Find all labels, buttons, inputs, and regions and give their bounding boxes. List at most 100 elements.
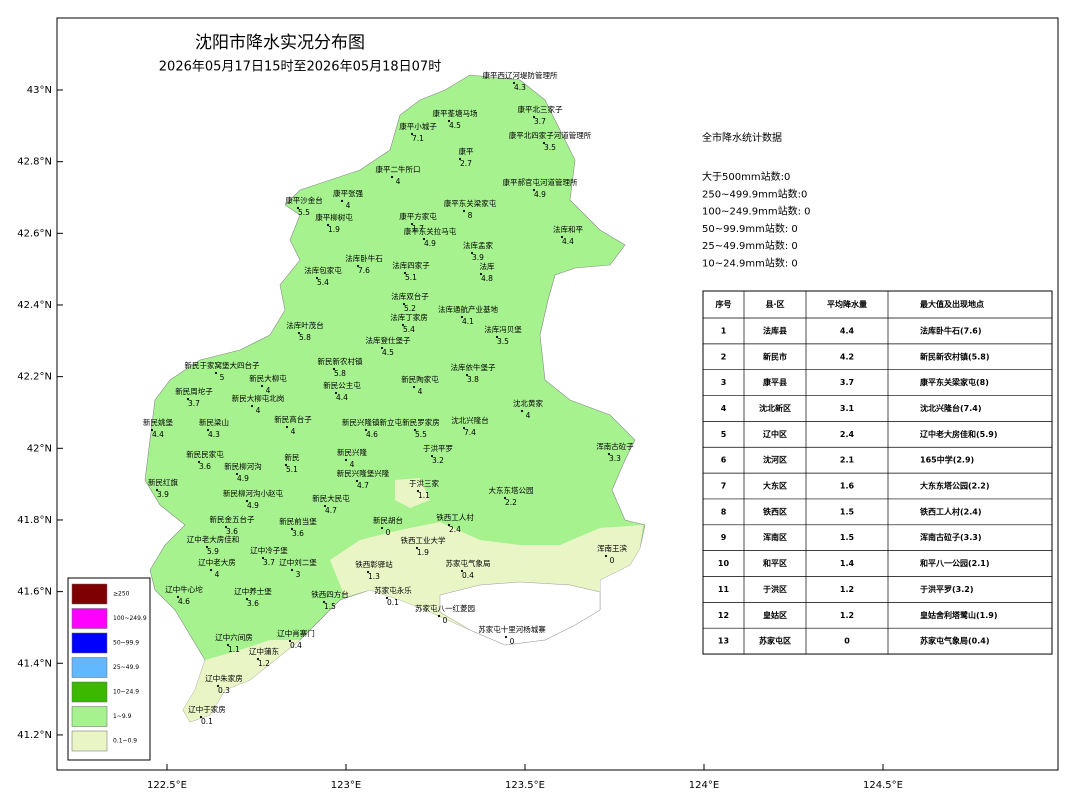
table-cell: 0 [844,637,850,646]
station-value: 4.1 [462,317,474,326]
y-tick-label: 41.6°N [17,587,52,598]
table-cell: 9 [721,533,727,542]
station-value: 4 [418,387,423,396]
station-dot [470,251,474,255]
table-cell: 和平八一公园(2.1) [920,558,989,568]
x-tick-label: 124°E [689,780,719,791]
station-value: 7.4 [464,428,476,437]
station-dot [380,346,384,350]
station-name: 铁西四方台 [311,589,349,599]
y-tick-label: 41.8°N [17,515,52,526]
station-name: 法库四家子 [392,260,430,270]
station-dot [290,527,294,531]
y-tick-label: 41.4°N [17,658,52,669]
station-value: 0 [386,528,391,537]
station-dot [344,458,348,462]
table-cell: 于洪区 [763,584,787,594]
station-name: 新民大柳屯北岗 [232,393,285,403]
station-dot [332,367,336,371]
stats-line: 25~49.9mm站数: 0 [702,239,798,252]
station-dot [356,264,360,268]
station-dot [447,119,451,123]
legend-label: 10~24.9 [113,689,139,696]
station-name: 康平沙金台 [285,195,323,205]
table-cell: 2.1 [840,456,855,465]
station-name: 法库通航产业基地 [438,304,498,314]
station-name: 辽中蒲东 [249,646,279,656]
station-value: 4.4 [336,393,348,402]
legend-label: 25~49.9 [113,664,139,671]
station-dot [422,237,426,241]
station-value: 3.6 [247,599,259,608]
table-cell: 165中学(2.9) [920,455,974,465]
station-dot [290,568,294,572]
legend-swatch [71,583,108,605]
station-value: 5.4 [317,278,329,287]
station-value: 4.7 [357,481,369,490]
station-name: 铁西彰驿站 [355,559,393,569]
station-value: 1.7 [412,224,424,233]
region-light [395,478,430,508]
region-light [183,640,300,722]
station-value: 2.2 [505,498,517,507]
table-cell: 沈河区 [763,455,787,465]
station-value: 5.1 [286,465,298,474]
station-name: 新民兴隆镇新立屯 [342,417,402,427]
station-value: 4 [346,201,351,210]
station-value: 5.5 [415,430,427,439]
station-value: 3.7 [188,399,200,408]
station-name: 法库卧牛石 [345,253,383,263]
station-dot [216,684,220,688]
station-value: 3.6 [292,529,304,538]
station-dot [245,597,249,601]
station-value: 0 [443,616,448,625]
station-name: 新民梁山 [199,417,229,427]
station-value: 4.5 [382,348,394,357]
table-cell: 3.1 [840,404,855,413]
table-cell: 沈北新区 [759,403,791,413]
table-cell: 4.2 [840,352,854,361]
station-value: 4.3 [514,83,526,92]
station-name: 新民姚堡 [143,417,173,427]
x-tick-label: 124.5°E [863,780,903,791]
table-cell: 1.6 [840,482,855,491]
station-name: 新民高台子 [274,414,312,424]
station-name: 康平东关拉马屯 [404,226,457,236]
station-value: 4.6 [366,430,378,439]
station-name: 法库和平 [553,224,583,234]
station-name: 康平柳树屯 [315,212,353,222]
station-name: 于洪平罗 [423,443,453,453]
station-name: 法库叶茂台 [286,320,324,330]
station-value: 0.3 [218,686,230,695]
station-name: 新民胡台 [373,515,403,525]
station-value: 3.6 [199,462,211,471]
x-tick-label: 122.5°E [147,780,187,791]
station-name: 康平莑塘马场 [433,108,478,118]
station-value: 4 [256,406,261,415]
stats-title: 全市降水统计数据 [702,131,782,144]
station-dot [235,472,239,476]
station-value: 0.4 [462,571,474,580]
station-value: 4 [350,460,355,469]
table-cell: 沈北兴隆台(7.4) [920,403,981,413]
station-value: 3.3 [609,454,621,463]
y-tick-label: 41.2°N [17,730,52,741]
station-dot [532,115,536,119]
station-value: 0 [510,637,515,646]
table-cell: 10 [718,559,730,568]
table-cell: 康平东关梁家屯(8) [920,377,989,387]
station-value: 0 [610,556,615,565]
table-cell: 浑南古砬子(3.3) [920,532,981,542]
station-name: 新民周坨子 [175,386,213,396]
station-dot [412,385,416,389]
station-value: 7.6 [358,266,370,275]
table-cell: 苏家屯区 [759,636,791,646]
table-cell: 4 [721,404,727,413]
station-dot [410,132,414,136]
map-subtitle: 2026年05月17日15时至2026年05月18日07时 [159,60,441,75]
y-tick-label: 43°N [27,85,52,96]
table-cell: 于洪平罗(3.2) [920,584,973,594]
summary-table: 序号 县·区 平均降水量 最大值及出现地点 1 法库县 4.4 法库卧牛石(7.6) 2 新民市 4… [702,290,1053,655]
table-cell: 2.4 [840,430,855,439]
station-dot [176,595,180,599]
